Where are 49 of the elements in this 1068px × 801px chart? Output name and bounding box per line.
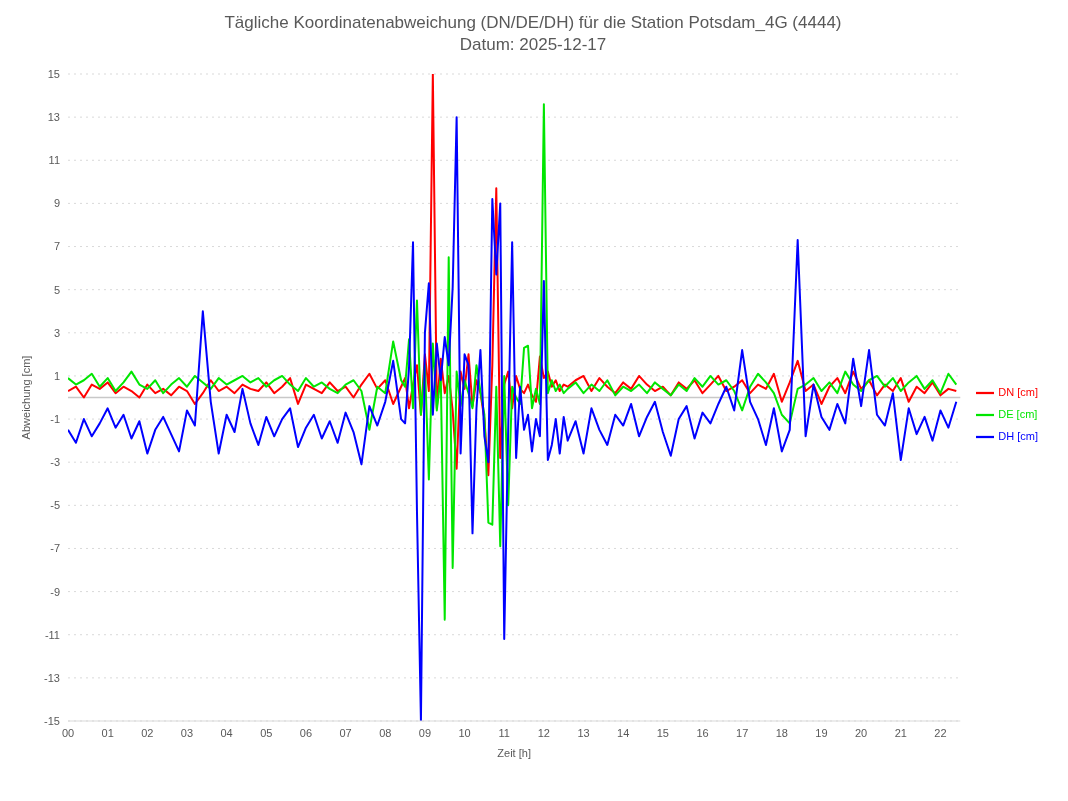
y-tick-label: -11 xyxy=(44,628,60,641)
y-axis-title: Abweichung [cm] xyxy=(19,355,32,440)
y-tick-label: -1 xyxy=(50,412,60,425)
y-tick-label: 13 xyxy=(47,111,60,124)
line-series xyxy=(68,74,958,477)
x-tick-label: 16 xyxy=(696,726,709,739)
x-tick-label: 18 xyxy=(775,726,788,739)
x-tick-label: 11 xyxy=(498,726,510,739)
chart-subtitle: Datum: 2025-12-17 xyxy=(458,34,608,56)
line-series xyxy=(68,103,958,621)
x-tick-label: 12 xyxy=(537,726,550,739)
y-tick-label: -9 xyxy=(50,585,60,598)
x-tick-label: 09 xyxy=(418,726,432,739)
y-tick-label: -15 xyxy=(44,714,60,727)
y-tick-label: 11 xyxy=(48,154,60,167)
x-tick-label: 02 xyxy=(141,726,154,739)
legend-label: DH [cm] xyxy=(998,429,1038,442)
y-tick-label: 15 xyxy=(47,67,60,80)
y-tick-label: -13 xyxy=(44,671,60,684)
x-tick-label: 17 xyxy=(736,726,749,739)
y-tick-label: -5 xyxy=(50,499,60,512)
y-tick-label: -7 xyxy=(50,542,60,555)
x-axis-title: Zeit [h] xyxy=(497,747,531,759)
x-tick-label: 03 xyxy=(180,726,194,739)
y-tick-label: 1 xyxy=(53,369,60,382)
x-tick-label: 05 xyxy=(260,726,273,739)
y-tick-label: 7 xyxy=(53,240,60,253)
y-tick-label: 5 xyxy=(53,283,60,296)
chart-title: Tägliche Koordinatenabweichung (DN/DE/DH) für die Station Potsdam_4G (4444) xyxy=(223,12,843,34)
x-tick-label: 08 xyxy=(379,726,392,739)
x-tick-label: 20 xyxy=(855,726,868,739)
x-tick-label: 10 xyxy=(458,726,471,739)
x-tick-label: 07 xyxy=(339,726,352,739)
x-tick-label: 21 xyxy=(894,726,907,739)
x-tick-label: 15 xyxy=(656,726,669,739)
x-tick-label: 22 xyxy=(934,726,947,739)
x-tick-label: 00 xyxy=(61,726,75,739)
y-tick-label: -3 xyxy=(50,456,60,469)
y-tick-label: 3 xyxy=(53,326,60,339)
x-tick-label: 14 xyxy=(617,726,630,739)
legend-label: DN [cm] xyxy=(998,385,1038,398)
x-tick-label: 04 xyxy=(220,726,233,739)
y-tick-label: 9 xyxy=(53,197,60,210)
line-series xyxy=(68,116,958,721)
x-tick-label: 19 xyxy=(815,726,828,739)
x-tick-label: 01 xyxy=(101,726,114,739)
x-tick-label: 06 xyxy=(299,726,313,739)
legend-label: DE [cm] xyxy=(998,407,1038,420)
x-tick-label: 13 xyxy=(577,726,590,739)
